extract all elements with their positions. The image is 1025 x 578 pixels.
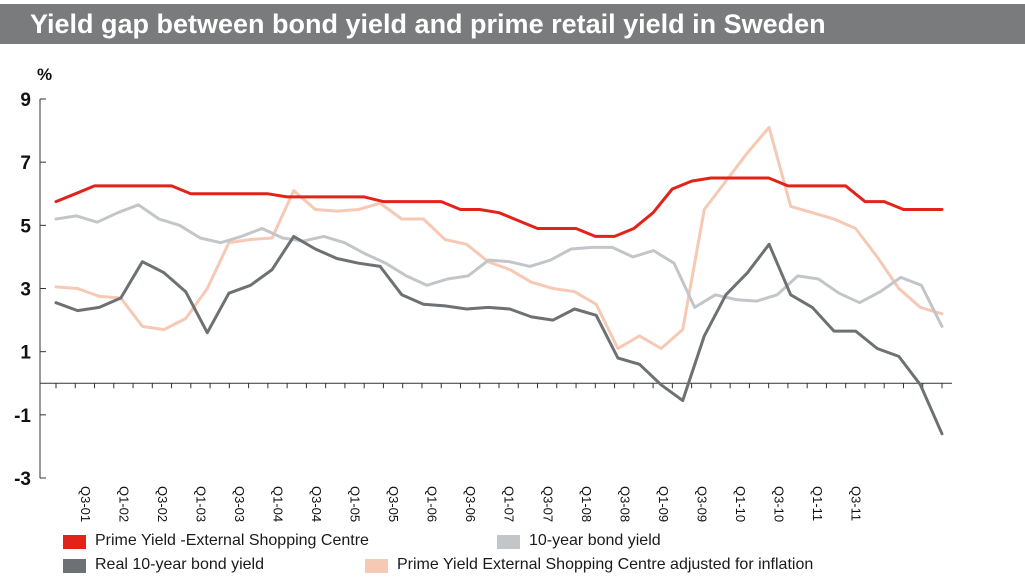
- legend-swatch: [63, 535, 86, 549]
- y-unit-label: %: [37, 65, 52, 84]
- legend-swatch: [497, 535, 520, 549]
- y-tick-label: 9: [20, 90, 31, 111]
- x-tick-label: Q1-10: [733, 486, 748, 522]
- series-line-1: [54, 176, 944, 238]
- x-tick-label: Q1-04: [271, 486, 286, 522]
- x-tick-label: Q1-09: [656, 486, 671, 522]
- x-tick-label: Q3-06: [463, 486, 478, 522]
- x-tick-label: Q3-05: [386, 486, 401, 522]
- x-tick-label: Q1-06: [425, 486, 440, 522]
- y-tick-label: -1: [14, 406, 31, 427]
- x-tick-label: Q3-02: [155, 486, 170, 522]
- x-tick-label: Q1-05: [348, 486, 363, 522]
- y-tick-label: 7: [20, 153, 31, 174]
- legend-swatch: [63, 559, 86, 573]
- series-line-3: [54, 234, 944, 436]
- title-bar: Yield gap between bond yield and prime r…: [0, 4, 1025, 44]
- series-line-2: [54, 203, 944, 328]
- x-tick-label: Q3-10: [771, 486, 786, 522]
- series-line-4: [54, 125, 944, 350]
- x-tick-label: Q1-07: [502, 486, 517, 522]
- y-tick-label: -3: [14, 469, 31, 490]
- x-tick-label: Q3-07: [540, 486, 555, 522]
- chart-title: Yield gap between bond yield and prime r…: [30, 9, 826, 39]
- x-tick-label: Q1-03: [194, 486, 209, 522]
- y-tick-label: 3: [20, 280, 31, 301]
- legend-swatch: [365, 559, 388, 573]
- legend-label: Real 10-year bond yield: [95, 556, 264, 573]
- legend-label: Prime Yield -External Shopping Centre: [95, 532, 369, 549]
- x-tick-label: Q3-03: [232, 486, 247, 522]
- y-tick-label: 1: [20, 343, 31, 364]
- x-tick-label: Q1-08: [579, 486, 594, 522]
- x-tick-label: Q3-04: [309, 486, 324, 522]
- x-tick-label: Q3-01: [78, 486, 93, 522]
- y-tick-label: 5: [20, 216, 31, 237]
- legend-label: 10-year bond yield: [529, 532, 661, 549]
- x-tick-label: Q1-02: [117, 486, 132, 522]
- legend-label: Prime Yield External Shopping Centre adj…: [397, 556, 814, 573]
- x-tick-label: Q3-08: [617, 486, 632, 522]
- x-tick-label: Q1-11: [810, 486, 825, 521]
- x-tick-label: Q3-11: [848, 486, 863, 521]
- x-tick-label: Q3-09: [694, 486, 709, 522]
